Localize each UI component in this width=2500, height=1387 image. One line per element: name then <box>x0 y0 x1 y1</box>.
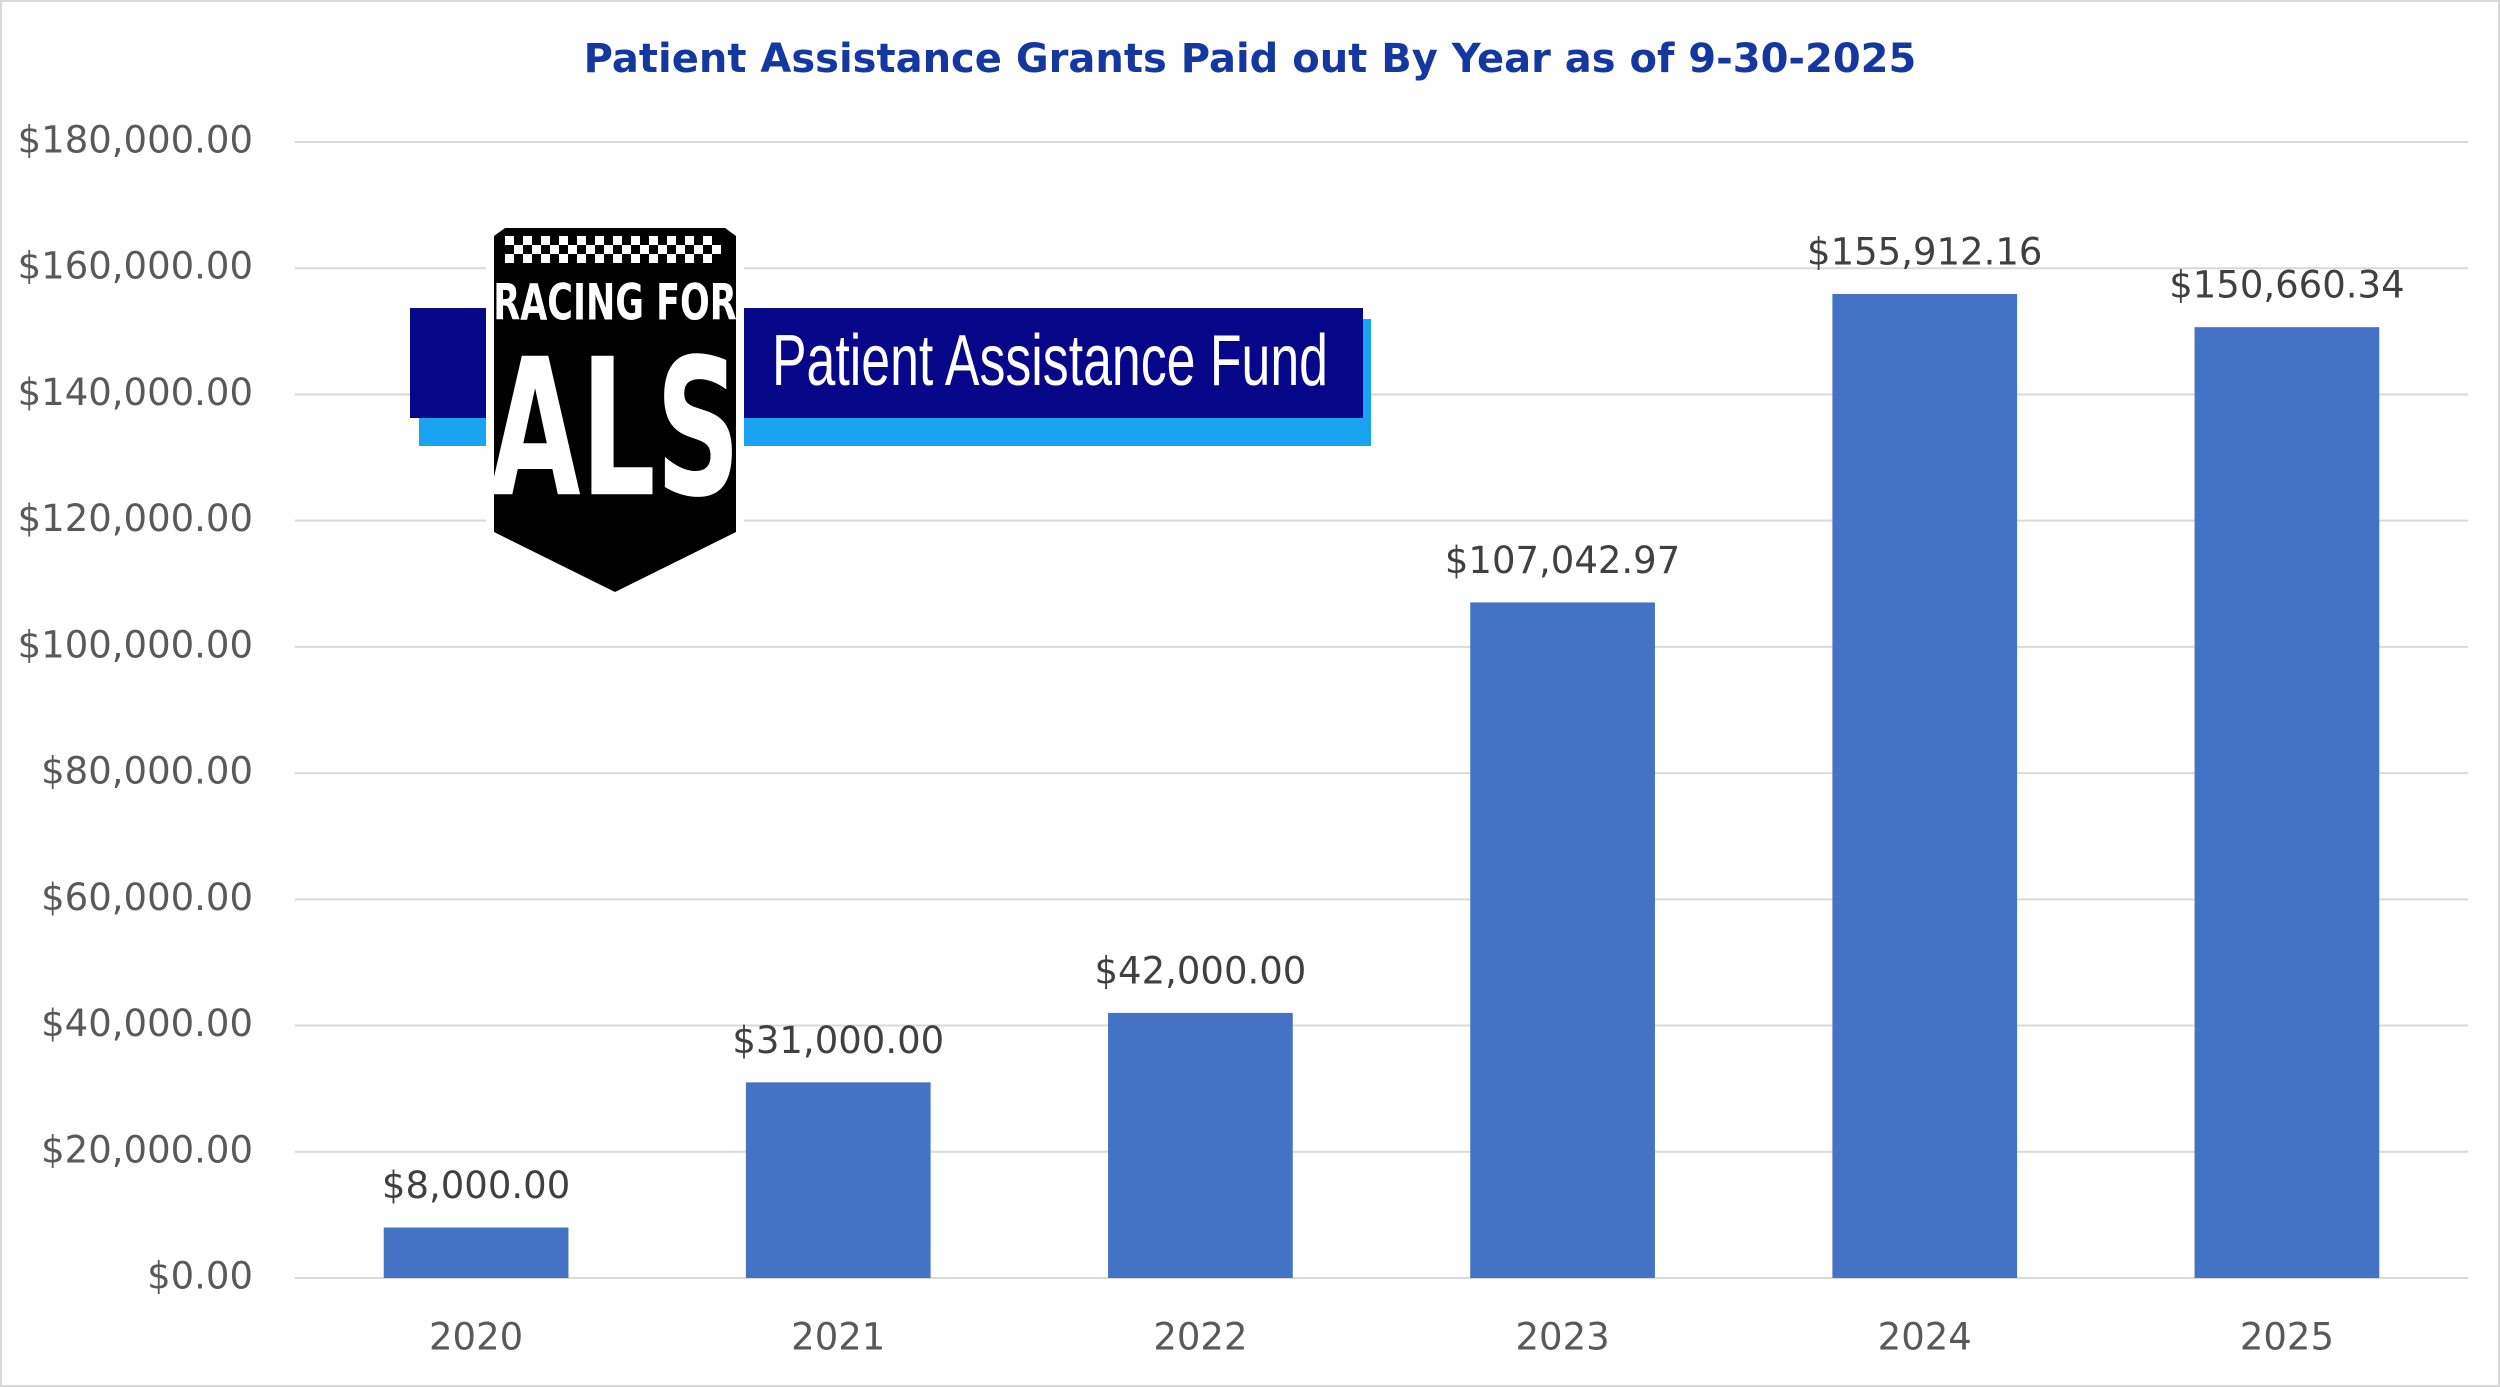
logo-line2: ALS <box>489 319 740 540</box>
x-tick-label: 2024 <box>1878 1316 1972 1359</box>
x-tick-label: 2021 <box>791 1316 885 1359</box>
chart-title: Patient Assistance Grants Paid out By Ye… <box>584 36 1917 82</box>
logo-check <box>649 236 658 245</box>
bar <box>2194 327 2380 1278</box>
bar <box>1832 294 2018 1279</box>
logo-check <box>631 236 640 245</box>
logo-check <box>586 245 595 254</box>
logo-check <box>640 245 649 254</box>
logo-check <box>712 245 721 254</box>
logo-check <box>541 236 550 245</box>
logo-check <box>577 254 586 263</box>
logo-check <box>694 245 703 254</box>
x-tick-label: 2025 <box>2240 1316 2334 1359</box>
bar <box>1470 602 1655 1278</box>
y-tick-label: $160,000.00 <box>18 245 253 288</box>
logo-check <box>595 236 604 245</box>
x-tick-label: 2020 <box>429 1316 523 1359</box>
data-label: $150,660.34 <box>2169 264 2404 307</box>
logo-check <box>631 254 640 263</box>
logo-check <box>559 254 568 263</box>
y-tick-label: $40,000.00 <box>41 1002 253 1045</box>
logo-shield <box>494 228 736 592</box>
bar <box>383 1227 569 1278</box>
logo: Patient Assistance Fund RACING FOR ALS <box>410 220 1371 602</box>
logo-check <box>577 236 586 245</box>
logo-check <box>514 245 523 254</box>
y-tick-label: $120,000.00 <box>18 497 253 540</box>
logo-check <box>532 245 541 254</box>
plot-area: $0.00 $20,000.00 $40,000.00 $60,000.00 $80,0… <box>18 119 2468 1359</box>
y-tick-label: $140,000.00 <box>18 371 253 414</box>
data-label: $155,912.16 <box>1807 231 2042 274</box>
logo-check <box>622 245 631 254</box>
logo-check <box>541 254 550 263</box>
logo-check <box>505 254 514 263</box>
data-label: $107,042.97 <box>1445 539 1680 582</box>
logo-check <box>550 245 559 254</box>
bar <box>1108 1012 1293 1278</box>
logo-check <box>523 236 532 245</box>
x-tick-label: 2022 <box>1153 1316 1247 1359</box>
y-tick-label: $20,000.00 <box>41 1128 253 1171</box>
logo-checkers <box>505 236 721 263</box>
x-tick-label: 2023 <box>1515 1316 1609 1359</box>
logo-line1: RACING FOR <box>493 274 736 332</box>
logo-check <box>613 236 622 245</box>
data-label: $8,000.00 <box>382 1164 570 1207</box>
data-label: $42,000.00 <box>1094 949 1306 992</box>
y-tick-label: $0.00 <box>147 1255 253 1298</box>
y-tick-label: $60,000.00 <box>41 876 253 919</box>
logo-check <box>559 236 568 245</box>
logo-check <box>685 254 694 263</box>
logo-check <box>685 236 694 245</box>
y-tick-label: $100,000.00 <box>18 623 253 666</box>
logo-check <box>703 254 712 263</box>
logo-check <box>568 245 577 254</box>
logo-check <box>613 254 622 263</box>
y-tick-label: $80,000.00 <box>41 750 253 793</box>
logo-check <box>523 254 532 263</box>
logo-check <box>667 236 676 245</box>
bar <box>745 1082 931 1278</box>
logo-check <box>604 245 613 254</box>
y-tick-label: $180,000.00 <box>18 119 253 162</box>
logo-check <box>667 254 676 263</box>
logo-check <box>703 236 712 245</box>
logo-check <box>595 254 604 263</box>
data-label: $31,000.00 <box>732 1019 944 1062</box>
logo-banner-text: Patient Assistance Fund <box>772 321 1328 401</box>
logo-check <box>658 245 667 254</box>
logo-check <box>505 236 514 245</box>
logo-check <box>676 245 685 254</box>
logo-check <box>649 254 658 263</box>
